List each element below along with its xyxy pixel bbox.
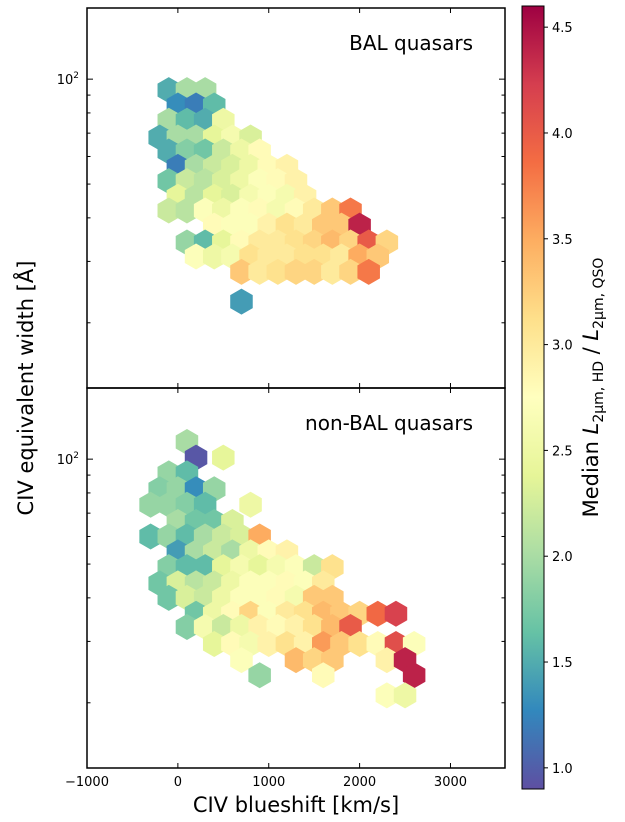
hex-bin-1-96 [230, 647, 253, 674]
hex-bin-0-94 [339, 258, 362, 285]
hex-bin-0-90 [266, 258, 290, 285]
hex-bin-1-105 [375, 682, 399, 709]
colorbar-tick-label: 3.5 [552, 233, 573, 248]
colorbar-tick-label: 4.5 [552, 21, 573, 36]
hex-bin-0-92 [302, 258, 326, 285]
y-axis-label: CIV equivalent width [Å] [12, 261, 38, 516]
panel-label-bal: BAL quasars [349, 31, 473, 55]
axis-ticks: 102 102 −1000 0 1000 2000 3000 [57, 8, 505, 790]
panel-non-bal: non-BAL quasars [86, 387, 506, 769]
hex-bin-1-2 [212, 444, 235, 471]
hex-bin-1-72 [366, 600, 390, 627]
colorbar-label: Median L2µm, HD / L2µm, QSO [579, 258, 607, 518]
hex-bin-0-46 [175, 197, 199, 224]
hex-bin-0-95 [357, 258, 380, 285]
colorbar-tick-label: 2.0 [552, 550, 573, 565]
colorbar-tick-label: 2.5 [552, 444, 573, 459]
hex-bin-0-89 [248, 258, 271, 285]
colorbar-label-num-base: L [579, 423, 603, 435]
colorbar-label-num-sub: 2µm, HD [591, 361, 607, 423]
hex-bin-1-74 [175, 613, 199, 640]
hex-bin-1-87 [257, 630, 280, 657]
hex-bin-1-52 [157, 584, 181, 611]
x-tick-label: 3000 [434, 775, 467, 790]
hex-bin-1-13 [239, 491, 262, 518]
colorbar-label-sep: / [579, 341, 603, 361]
colorbar-label-den-base: L [579, 329, 603, 341]
colorbar-tick-label: 1.5 [552, 656, 573, 671]
hex-bin-1-18 [139, 523, 162, 550]
hex-bin-1-100 [375, 647, 399, 674]
hex-bin-1-92 [348, 630, 371, 657]
x-tick-label: 0 [174, 775, 182, 790]
colorbar-label-prefix: Median [579, 434, 603, 517]
y-tick-label: 102 [57, 451, 79, 468]
hex-bin-1-97 [284, 647, 308, 674]
colorbar-label-den-sub: 2µm, QSO [591, 258, 607, 329]
x-axis-label: CIV blueshift [km/s] [193, 793, 399, 817]
y-tick-label: 102 [57, 71, 79, 88]
hex-bin-1-73 [384, 600, 408, 627]
colorbar: 1.0 1.5 2.0 2.5 3.0 3.5 4.0 4.5 [521, 5, 573, 790]
hex-bin-1-84 [202, 630, 226, 657]
hex-bin-0-78 [202, 243, 226, 270]
hex-bin-1-106 [393, 682, 417, 709]
hex-bin-0-96 [230, 288, 253, 315]
x-tick-label: 2000 [343, 775, 376, 790]
hex-bin-0-88 [230, 258, 253, 285]
hex-bin-0-45 [157, 197, 181, 224]
hex-bin-1-103 [312, 662, 335, 689]
panel-bal: BAL quasars [86, 7, 506, 389]
panel-label-non-bal: non-BAL quasars [305, 411, 473, 435]
hex-bin-1-102 [248, 662, 271, 689]
x-tick-label: 1000 [252, 775, 285, 790]
hex-bin-1-9 [139, 491, 162, 518]
colorbar-gradient [521, 5, 545, 790]
hex-bin-0-93 [321, 258, 344, 285]
colorbar-tick-label: 1.0 [552, 762, 573, 777]
hex-bin-1-104 [402, 662, 426, 689]
hex-bin-0-77 [184, 243, 208, 270]
colorbar-tick-label: 4.0 [552, 127, 573, 142]
hex-bin-0-91 [284, 258, 308, 285]
x-tick-label: −1000 [65, 775, 109, 790]
colorbar-tick-label: 3.0 [552, 339, 573, 354]
